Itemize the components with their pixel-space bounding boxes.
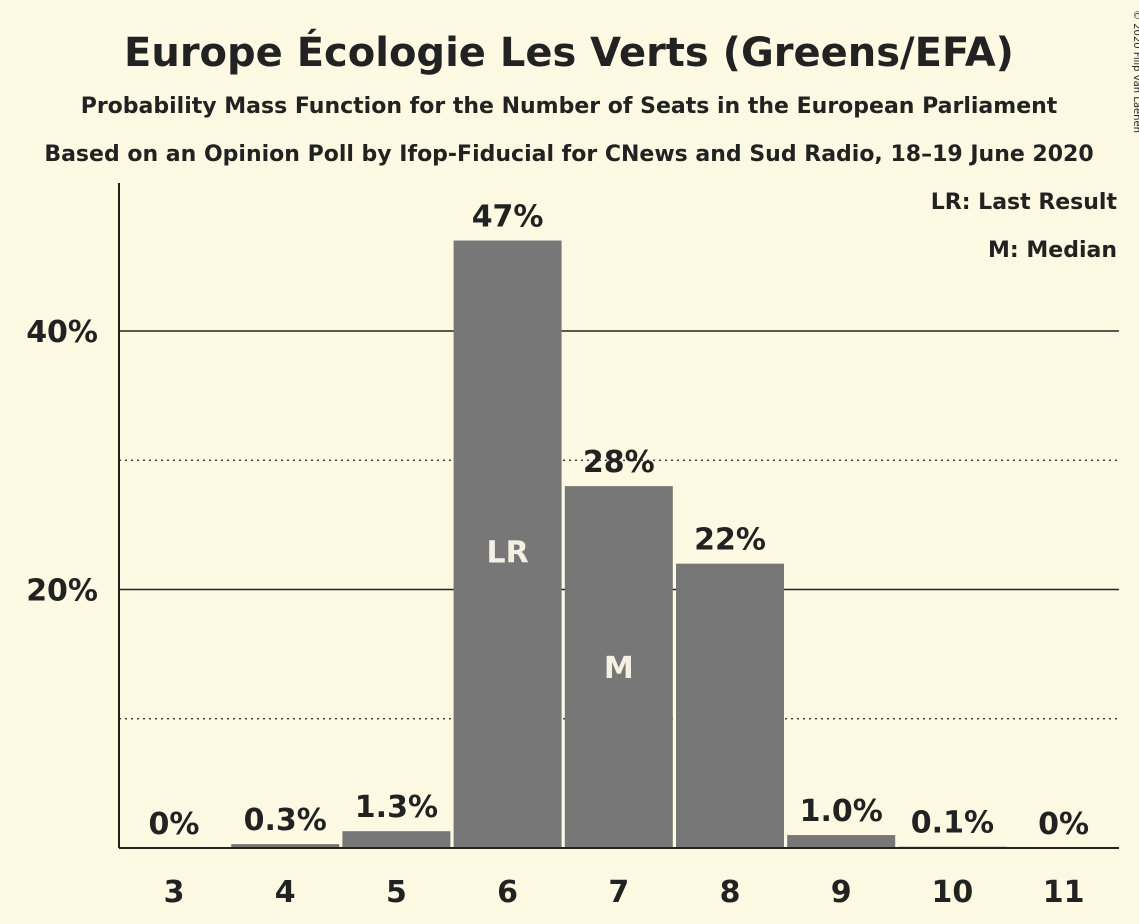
legend-last-result: LR: Last Result (931, 190, 1118, 215)
bar-marker-m: M (604, 651, 634, 686)
x-tick-label: 3 (164, 875, 185, 910)
x-tick-label: 8 (720, 875, 741, 910)
x-tick-label: 4 (275, 875, 296, 910)
bar-4 (231, 844, 340, 848)
y-tick-label: 20% (26, 574, 98, 609)
data-label-11: 0% (1038, 807, 1089, 842)
legend-median: M: Median (988, 238, 1117, 263)
x-tick-label: 11 (1043, 875, 1085, 910)
copyright-notice: © 2020 Filip van Laenen (1131, 10, 1139, 133)
y-tick-label: 40% (26, 315, 98, 350)
chart-source: Based on an Opinion Poll by Ifop-Fiducia… (44, 142, 1093, 167)
data-label-3: 0% (149, 807, 200, 842)
data-label-10: 0.1% (911, 806, 994, 841)
bars (231, 240, 1007, 848)
x-tick-label: 6 (497, 875, 518, 910)
data-label-4: 0.3% (244, 803, 327, 838)
data-labels: 0% 0.3% 1.3% 47% LR 28% M 22% 1.0% 0.1% 0% (149, 200, 1090, 842)
x-tick-label: 5 (386, 875, 407, 910)
chart-subtitle: Probability Mass Function for the Number… (81, 94, 1058, 119)
bar-6 (453, 240, 562, 848)
x-tick-label: 7 (608, 875, 629, 910)
x-tick-label: 9 (831, 875, 852, 910)
bar-9 (787, 835, 896, 848)
data-label-7: 28% (583, 445, 655, 480)
data-label-5: 1.3% (355, 790, 438, 825)
data-label-8: 22% (694, 523, 766, 558)
chart-title: Europe Écologie Les Verts (Greens/EFA) (124, 28, 1014, 76)
bar-7 (564, 486, 673, 848)
bar-marker-lr: LR (486, 535, 528, 570)
data-label-9: 1.0% (800, 794, 883, 829)
axes: 20% 40% 3 4 5 6 7 8 9 10 11 (26, 183, 1119, 910)
bar-5 (342, 831, 451, 848)
data-label-6: 47% (472, 200, 544, 235)
x-tick-label: 10 (932, 875, 974, 910)
bar-8 (676, 563, 784, 848)
